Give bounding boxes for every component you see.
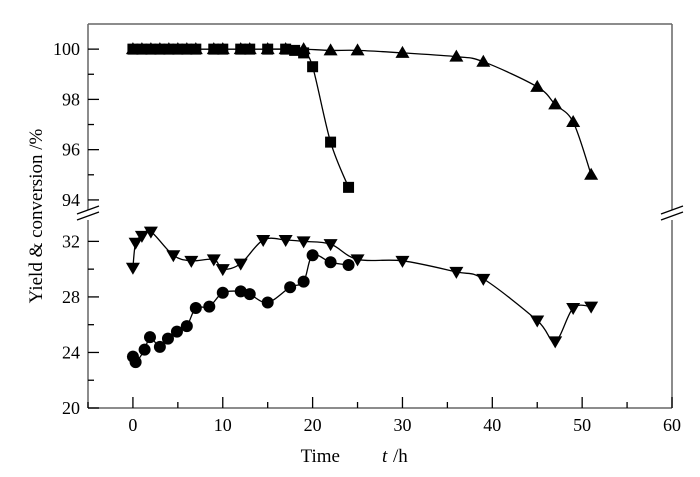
data-point-triangle-down: [296, 236, 311, 249]
x-tick-label: 40: [483, 415, 501, 435]
data-point-circle: [261, 296, 274, 309]
data-point-triangle-down: [128, 237, 143, 250]
data-point-triangle-up: [566, 115, 581, 128]
series-line-triangle-down: [132, 230, 592, 343]
data-point-triangle-down: [215, 264, 230, 277]
y-tick-label: 100: [53, 39, 80, 59]
data-point-circle: [324, 256, 337, 269]
marks: [125, 42, 599, 369]
data-point-triangle-down: [125, 262, 140, 275]
data-point-square: [325, 136, 337, 148]
data-point-triangle-down: [278, 234, 293, 247]
data-point-triangle-down: [233, 258, 248, 271]
data-point-triangle-up: [530, 79, 545, 92]
data-point-circle: [170, 325, 183, 338]
y-tick-label: 24: [62, 342, 80, 362]
axis-break-gap: [85, 210, 91, 220]
data-point-triangle-up: [548, 97, 563, 110]
y-tick-label: 98: [62, 89, 80, 109]
data-point-triangle-up: [476, 54, 491, 67]
data-point-triangle-up: [143, 42, 158, 55]
x-tick-label: 10: [214, 415, 232, 435]
data-point-triangle-up: [350, 43, 365, 56]
data-point-triangle-down: [476, 273, 491, 286]
axis-break-mark: [76, 211, 100, 221]
y-axis-label: Yield & conversion /%: [26, 128, 47, 303]
data-point-triangle-up: [296, 42, 311, 55]
data-point-circle: [143, 331, 156, 344]
data-point-square: [289, 44, 301, 56]
x-axis-label: Time: [301, 446, 340, 467]
data-point-circle: [297, 275, 310, 288]
data-point-circle: [306, 249, 319, 262]
data-point-triangle-up: [242, 42, 257, 55]
data-point-circle: [342, 258, 355, 271]
axes: 0 10 20 30 40 50 60 94 96 98 100 20 24 28 32: [53, 23, 684, 435]
data-point-square: [343, 181, 355, 193]
data-point-circle: [129, 356, 142, 369]
x-tick-label: 60: [663, 415, 681, 435]
x-axis-unit: /h: [393, 446, 408, 467]
data-point-triangle-up: [449, 49, 464, 62]
data-point-triangle-down: [166, 250, 181, 263]
data-point-triangle-down: [584, 301, 599, 314]
data-point-triangle-up: [188, 42, 203, 55]
data-point-triangle-down: [184, 255, 199, 268]
data-point-triangle-up: [152, 42, 167, 55]
data-point-triangle-down: [143, 226, 158, 239]
data-point-circle: [180, 320, 193, 333]
data-point-triangle-down: [134, 230, 149, 243]
data-point-circle: [203, 300, 216, 313]
y-tick-label: 32: [62, 231, 80, 251]
data-point-triangle-down: [206, 254, 221, 267]
data-point-circle: [284, 281, 297, 294]
data-point-triangle-up: [206, 42, 221, 55]
x-tick-label: 0: [128, 415, 137, 435]
data-point-circle: [189, 302, 202, 315]
data-point-triangle-up: [161, 42, 176, 55]
x-tick-label: 30: [393, 415, 411, 435]
x-tick-label: 50: [573, 415, 591, 435]
y-tick-label: 20: [62, 398, 80, 418]
data-point-triangle-up: [170, 42, 185, 55]
data-point-triangle-down: [256, 234, 271, 247]
data-point-circle: [153, 340, 166, 353]
data-point-triangle-down: [395, 255, 410, 268]
data-point-circle: [216, 286, 229, 299]
data-point-triangle-up: [260, 42, 275, 55]
data-point-triangle-up: [323, 43, 338, 56]
axis-break-gap: [669, 210, 675, 220]
series-line-triangle-up: [132, 48, 592, 175]
x-tick-label: 20: [304, 415, 322, 435]
y-tick-label: 94: [62, 190, 80, 210]
data-point-triangle-down: [548, 336, 563, 349]
y-tick-label: 28: [62, 287, 80, 307]
data-point-circle: [243, 288, 256, 301]
data-point-square: [307, 61, 319, 73]
data-point-circle: [138, 343, 151, 356]
axis-break-mark: [76, 205, 100, 215]
data-point-triangle-up: [395, 45, 410, 58]
data-point-triangle-up: [215, 42, 230, 55]
axis-break-mark: [660, 205, 684, 215]
data-point-triangle-up: [584, 167, 599, 180]
data-point-circle: [161, 332, 174, 345]
data-point-triangle-down: [566, 303, 581, 316]
data-point-triangle-down: [323, 239, 338, 252]
data-point-triangle-up: [278, 42, 293, 55]
data-point-triangle-down: [449, 266, 464, 279]
data-point-triangle-up: [125, 42, 140, 55]
data-point-triangle-up: [233, 42, 248, 55]
x-axis-variable: t: [382, 446, 388, 467]
axis-break-mark: [660, 211, 684, 221]
y-tick-label: 96: [62, 140, 80, 160]
data-point-triangle-up: [179, 42, 194, 55]
data-point-triangle-down: [350, 254, 365, 267]
data-point-triangle-up: [134, 42, 149, 55]
data-point-triangle-down: [530, 315, 545, 328]
